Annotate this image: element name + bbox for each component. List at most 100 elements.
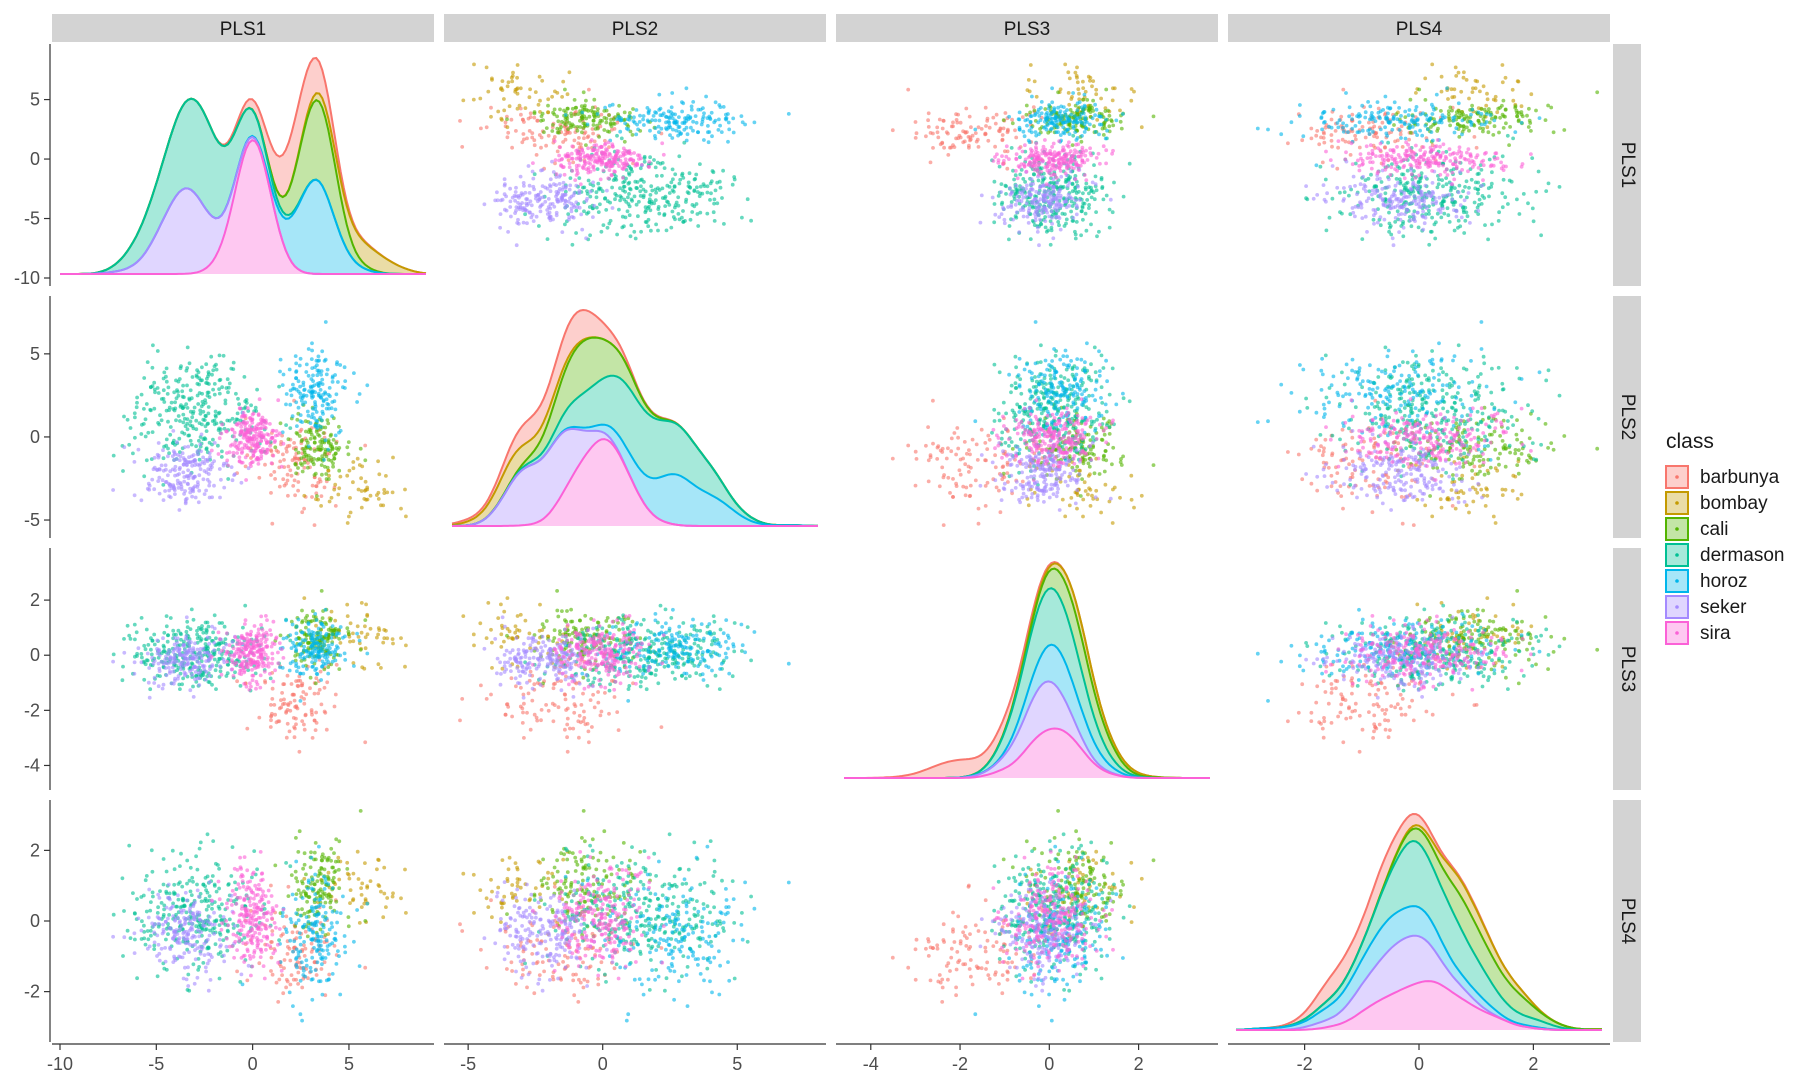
data-point (172, 458, 177, 462)
data-point (1402, 204, 1407, 209)
data-point (197, 421, 202, 425)
data-point (968, 483, 973, 488)
data-point (1437, 177, 1441, 182)
data-point (1081, 191, 1085, 196)
density-area-sira (60, 140, 426, 274)
data-point (557, 182, 562, 186)
data-point (676, 203, 681, 208)
data-point (660, 141, 665, 146)
data-point (1357, 130, 1362, 134)
data-point (623, 157, 628, 162)
data-point (532, 172, 537, 177)
data-point (570, 169, 575, 173)
data-point (164, 379, 169, 384)
data-point (563, 113, 568, 117)
data-point (1498, 115, 1502, 120)
data-point (745, 197, 750, 202)
data-point (1370, 160, 1375, 165)
data-point (1071, 91, 1075, 95)
data-point (222, 485, 227, 490)
data-point (1099, 176, 1104, 180)
data-point (581, 185, 585, 190)
data-point (572, 138, 577, 143)
data-point (1353, 184, 1357, 188)
data-point (562, 121, 566, 125)
data-point (1015, 194, 1020, 199)
data-point (198, 467, 203, 472)
data-point (1340, 137, 1345, 142)
data-point (1528, 121, 1533, 125)
data-point (539, 203, 543, 208)
data-point (527, 191, 532, 195)
data-point (569, 151, 574, 156)
data-point (1505, 133, 1510, 138)
data-point (610, 102, 615, 107)
data-point (281, 477, 286, 482)
data-point (1397, 127, 1402, 132)
data-point (615, 133, 619, 138)
data-point (1369, 166, 1374, 171)
data-point (956, 435, 960, 440)
data-point (955, 426, 960, 430)
data-point (538, 190, 543, 194)
data-point (239, 480, 244, 485)
data-point (1346, 130, 1350, 135)
points-barbunya (890, 398, 1045, 527)
data-point (1056, 220, 1061, 224)
data-point (306, 373, 311, 378)
data-point (1094, 210, 1098, 215)
data-point (1500, 205, 1505, 210)
data-point (338, 363, 343, 367)
data-point (1067, 203, 1072, 208)
data-point (1032, 172, 1036, 177)
data-point (510, 145, 514, 150)
data-point (1081, 514, 1085, 519)
data-point (689, 104, 694, 109)
data-point (1411, 120, 1416, 125)
data-point (226, 477, 231, 481)
data-point (584, 116, 589, 121)
data-point (1100, 185, 1105, 189)
data-point (671, 215, 676, 219)
data-point (237, 421, 241, 426)
data-point (597, 157, 602, 162)
data-point (1318, 164, 1323, 169)
data-point (712, 120, 717, 125)
data-point (631, 158, 636, 163)
data-point (914, 131, 919, 136)
data-point (670, 188, 675, 193)
data-point (1428, 116, 1432, 121)
data-point (295, 424, 299, 428)
data-point (609, 173, 614, 178)
data-point (1378, 116, 1382, 121)
data-point (111, 453, 116, 458)
data-point (1483, 223, 1487, 228)
data-point (540, 78, 545, 83)
data-point (1080, 205, 1085, 210)
data-point (1385, 116, 1390, 121)
data-point (621, 153, 626, 158)
data-point (272, 470, 277, 474)
data-point (1387, 210, 1391, 215)
data-point (555, 149, 560, 154)
data-point (319, 372, 323, 377)
data-point (150, 365, 155, 370)
data-point (560, 157, 564, 161)
data-point (1430, 169, 1434, 173)
data-point (931, 131, 935, 136)
data-point (610, 144, 615, 149)
data-point (534, 153, 539, 157)
data-point (293, 462, 298, 467)
data-point (1344, 91, 1348, 95)
data-point (249, 418, 254, 423)
data-point (696, 224, 701, 228)
data-point (1069, 496, 1074, 500)
data-point (574, 208, 579, 213)
data-point (571, 160, 576, 165)
data-point (926, 125, 931, 129)
data-point (1297, 114, 1302, 118)
data-point (676, 212, 681, 216)
data-point (1422, 199, 1426, 204)
data-point (1051, 141, 1056, 146)
data-point (268, 422, 272, 426)
